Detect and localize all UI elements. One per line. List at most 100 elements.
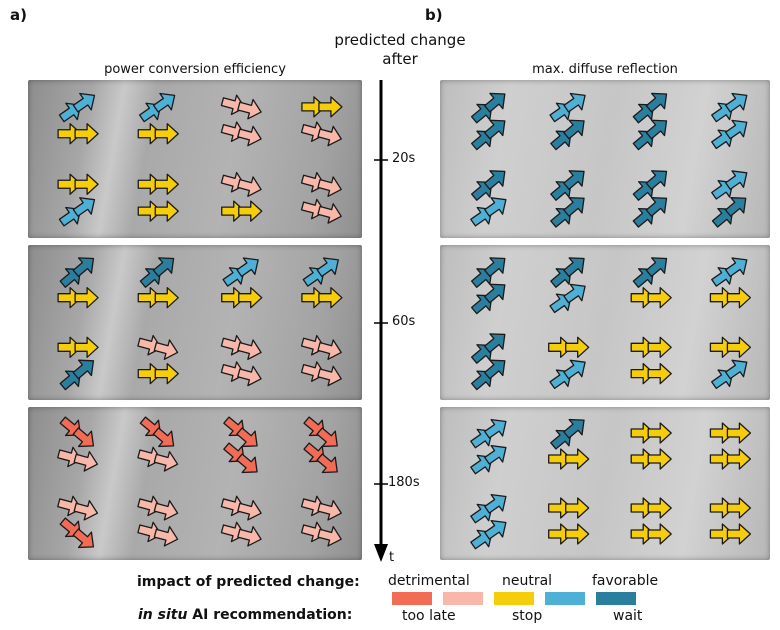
arrow-pair-stop-icon: [630, 422, 672, 444]
arrow-stop-icon: [548, 336, 573, 358]
arrow-too-late-icon: [316, 427, 338, 448]
legend-swatch-too-late: [392, 592, 432, 605]
arrow-pair-wait-light-icon: [470, 519, 507, 550]
arrow-wait-dark-icon: [483, 257, 506, 277]
arrow-pair-detrimental-icon: [220, 121, 262, 147]
legend-impact-label: impact of predicted change:: [137, 574, 360, 590]
plate-b-60s: [440, 245, 770, 400]
arrow-stop-icon: [565, 336, 590, 358]
arrow-too-late-icon: [152, 427, 175, 448]
arrow-stop-icon: [548, 448, 573, 470]
arrow-wait-light-icon: [724, 92, 748, 113]
arrow-stop-icon: [74, 287, 99, 309]
arrow-pair-wait-light-icon: [470, 419, 507, 449]
arrow-stop-icon: [301, 287, 326, 309]
panel-a-title: power conversion efficiency: [104, 62, 286, 77]
arrow-stop-icon: [221, 287, 246, 309]
arrow-stop-icon: [318, 96, 343, 118]
arrow-pair-wait-light-icon: [302, 257, 339, 287]
arrow-stop-icon: [647, 448, 672, 470]
arrow-pair-too-late-icon: [303, 442, 338, 474]
arrow-stop-icon: [154, 123, 179, 145]
arrow-detrimental-icon: [153, 451, 179, 472]
arrow-wait-light-icon: [724, 170, 748, 190]
arrow-stop-icon: [630, 336, 655, 358]
arrow-pair-stop-icon: [548, 523, 590, 545]
arrow-detrimental-icon: [237, 339, 262, 360]
arrow-detrimental-icon: [317, 365, 342, 387]
arrow-detrimental-icon: [317, 339, 342, 360]
timeline-axis: [374, 80, 388, 562]
arrow-pair-too-late-icon: [59, 416, 95, 448]
arrow-pair-detrimental-icon: [137, 495, 179, 521]
arrow-pair-wait-dark-icon: [632, 170, 668, 201]
arrow-stop-icon: [709, 287, 735, 309]
arrow-pair-wait-light-icon: [470, 493, 507, 524]
arrow-pair-wait-light-icon: [711, 92, 748, 123]
arrow-stop-icon: [726, 523, 752, 545]
plate-b-20s: [440, 80, 770, 238]
arrow-stop-icon: [726, 287, 752, 309]
arrow-stop-icon: [647, 362, 672, 385]
arrow-detrimental-icon: [153, 500, 179, 521]
arrow-pair-stop-icon: [709, 422, 752, 444]
arrow-grid-a-20s: [57, 92, 343, 227]
arrow-stop-icon: [57, 173, 82, 195]
arrow-pair-wait-light-icon: [470, 445, 507, 475]
arrow-pair-wait-dark-icon: [632, 257, 668, 288]
arrow-wait-light-icon: [724, 119, 748, 140]
arrow-too-late-icon: [316, 453, 338, 474]
arrow-wait-dark-icon: [645, 257, 668, 277]
arrow-pair-stop-icon: [137, 287, 179, 309]
arrow-pair-wait-light-icon: [549, 283, 586, 314]
legend-swatch-detrimental-light: [443, 592, 483, 605]
arrow-stop-icon: [137, 362, 162, 385]
arrow-pair-wait-light-icon: [549, 359, 586, 390]
arrow-pair-stop-icon: [301, 287, 343, 309]
arrow-too-late-icon: [72, 427, 95, 448]
arrow-detrimental-icon: [153, 526, 179, 547]
arrow-pair-detrimental-icon: [300, 334, 342, 360]
arrow-wait-light-icon: [152, 92, 176, 113]
arrow-pair-wait-dark-icon: [632, 119, 668, 151]
arrow-grid-a-60s: [57, 257, 343, 391]
arrow-pair-stop-icon: [630, 497, 672, 519]
arrow-pair-detrimental-icon: [300, 171, 342, 197]
arrow-pair-stop-icon: [548, 336, 590, 358]
arrow-detrimental-icon: [317, 500, 342, 521]
arrow-pair-stop-icon: [137, 200, 179, 222]
arrow-pair-detrimental-icon: [220, 361, 262, 387]
arrow-pair-stop-icon: [57, 287, 99, 309]
arrow-wait-dark-icon: [645, 170, 668, 190]
arrow-detrimental-icon: [73, 500, 99, 521]
tick-label-180s: 180s: [388, 475, 420, 490]
arrow-wait-dark-icon: [563, 119, 585, 140]
arrow-pair-detrimental-icon: [220, 171, 262, 197]
arrow-stop-icon: [565, 448, 590, 470]
legend-term-too-late: too late: [402, 608, 456, 624]
arrow-stop-icon: [709, 497, 735, 519]
arrow-stop-icon: [57, 123, 82, 145]
arrow-detrimental-icon: [317, 125, 342, 147]
legend-term-wait: wait: [613, 608, 643, 624]
arrow-wait-dark-icon: [72, 257, 95, 277]
arrow-wait-dark-icon: [483, 359, 506, 380]
arrow-pair-stop-icon: [301, 96, 343, 118]
arrow-stop-icon: [57, 336, 82, 358]
arrow-pair-stop-icon: [630, 523, 672, 545]
arrow-pair-wait-dark-icon: [139, 257, 175, 288]
arrow-wait-light-icon: [484, 445, 507, 465]
arrow-pair-detrimental-icon: [57, 446, 99, 472]
arrow-stop-icon: [154, 200, 179, 222]
arrow-stop-icon: [647, 287, 672, 309]
arrow-wait-light-icon: [316, 257, 339, 277]
arrow-wait-light-icon: [72, 197, 96, 217]
arrow-stop-icon: [647, 336, 672, 358]
arrow-wait-dark-icon: [483, 333, 506, 353]
timeline-axis-label: t: [389, 550, 395, 565]
arrow-stop-icon: [565, 497, 590, 519]
arrow-pair-detrimental-icon: [137, 334, 179, 360]
arrow-wait-light-icon: [484, 519, 507, 540]
arrow-detrimental-icon: [153, 339, 179, 360]
arrow-pair-stop-icon: [57, 173, 99, 195]
